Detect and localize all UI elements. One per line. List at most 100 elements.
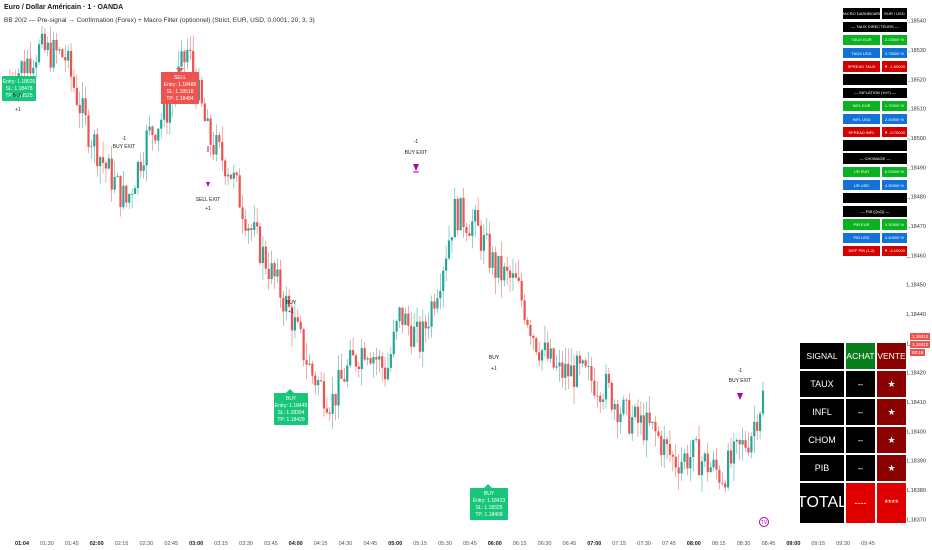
candle-body: [482, 234, 485, 251]
candle-body: [753, 421, 756, 437]
candle-body: [328, 412, 331, 414]
time-tick-label: 08:30: [737, 541, 751, 547]
candle-body: [526, 319, 529, 325]
candle-body: [354, 355, 358, 367]
candle-body: [258, 226, 262, 263]
buy-text-1: BUY: [13, 93, 24, 99]
candle-body: [383, 367, 387, 380]
candle-body: [628, 400, 631, 434]
countdown-badge: 00:16: [910, 349, 926, 356]
macro-row-label: PIB USD: [842, 231, 881, 244]
buy-label-1-text: Entry: 1.18526: [3, 79, 36, 85]
candle-body: [107, 158, 110, 169]
candle-body: [741, 440, 744, 445]
candle-body: [514, 273, 517, 278]
price-tick-label: 1,18490: [906, 165, 926, 171]
candle-body: [645, 412, 648, 441]
buy-exit-label-2: BUY EXIT: [405, 150, 428, 156]
candle-body: [136, 161, 140, 189]
candle-body: [450, 237, 454, 241]
candle-body: [479, 225, 483, 251]
signal-row-label: TAUX: [799, 370, 845, 398]
candle-body: [192, 50, 195, 75]
time-tick-label: 02:45: [164, 541, 178, 547]
signal-row-label: CHOM: [799, 426, 845, 454]
time-tick-label: 05:30: [438, 541, 452, 547]
time-tick-label: 03:45: [264, 541, 278, 547]
candle-body: [133, 188, 137, 195]
candle-body: [410, 325, 413, 347]
candle-body: [497, 255, 500, 278]
candle-body: [221, 141, 224, 161]
candle-body: [366, 358, 369, 360]
candle-body: [462, 197, 465, 228]
price-tick-label: 1,18540: [906, 19, 926, 25]
candle-body: [418, 321, 422, 352]
time-tick-label: 04:00: [289, 541, 303, 547]
buy-arrow-2: [286, 389, 294, 393]
sell-label-1-text: Entry: 1.18488: [164, 82, 197, 88]
candle-body: [340, 370, 343, 379]
candle-body: [52, 39, 55, 68]
candle-body: [148, 126, 151, 131]
candle-body: [729, 450, 733, 464]
signal-header: SIGNAL: [799, 342, 845, 370]
price-tick-label: 1,18470: [906, 224, 926, 230]
candle-body: [49, 42, 52, 68]
candle-body: [761, 390, 765, 414]
candle-body: [474, 209, 477, 222]
price-tick-label: 1,18480: [906, 195, 926, 201]
macro-header-label: MACRO DASHBOARD: [842, 7, 881, 20]
candle-body: [32, 67, 35, 74]
candle-body: [378, 356, 381, 360]
candle-body: [302, 329, 305, 361]
candle-body: [351, 350, 355, 356]
candle-body: [308, 363, 311, 365]
candle-body: [715, 459, 718, 470]
candle-body: [424, 321, 427, 329]
candle-body: [151, 126, 154, 136]
buy-label-3-text: Entry: 1.18423: [473, 498, 506, 504]
candle-body: [104, 162, 108, 169]
signal-table: SIGNAL ACHAT VENTE TAUX – ★ INFL – ★ CHO…: [797, 342, 907, 524]
candle-body: [215, 134, 218, 155]
candle-body: [607, 373, 611, 383]
candle-body: [633, 406, 637, 418]
candle-body: [26, 58, 29, 74]
candle-body: [546, 342, 549, 359]
buy-small-label: BUY: [286, 300, 297, 306]
macro-dashboard: MACRO DASHBOARD EUR / USD — TAUX DIRECTE…: [842, 7, 908, 258]
time-tick-label: 09:15: [811, 541, 825, 547]
candle-body: [404, 313, 407, 325]
candle-body: [267, 268, 270, 280]
candle-body: [555, 366, 558, 368]
candle-body: [165, 99, 169, 123]
candle-body: [453, 198, 456, 238]
price-tick-label: 1,18370: [906, 517, 926, 523]
candle-body: [58, 49, 61, 51]
candle-body: [282, 297, 285, 312]
candle-body: [369, 358, 372, 364]
buy-label-1-text: TP: 1.18525: [5, 93, 32, 99]
candle-body: [203, 103, 206, 122]
candle-body: [401, 307, 404, 325]
candle-body: [224, 160, 227, 177]
candle-body: [29, 58, 32, 74]
candle-body: [660, 435, 663, 456]
exit-marker: [413, 164, 419, 171]
time-tick-label: 07:30: [637, 541, 651, 547]
candle-body: [75, 87, 78, 105]
candle-body: [389, 354, 392, 368]
buy-label-2-text: BUY: [286, 396, 297, 402]
candle-body: [683, 453, 686, 462]
plus-one-label: +1: [288, 309, 294, 315]
candle-body: [43, 33, 46, 50]
time-tick-label: 02:00: [90, 541, 104, 547]
sell-arrow-1: [176, 68, 184, 72]
macro-row-value: 2.40000 %: [881, 112, 908, 126]
time-tick-label: 03:00: [189, 541, 203, 547]
candle-body: [747, 447, 750, 453]
candle-body: [392, 331, 395, 355]
